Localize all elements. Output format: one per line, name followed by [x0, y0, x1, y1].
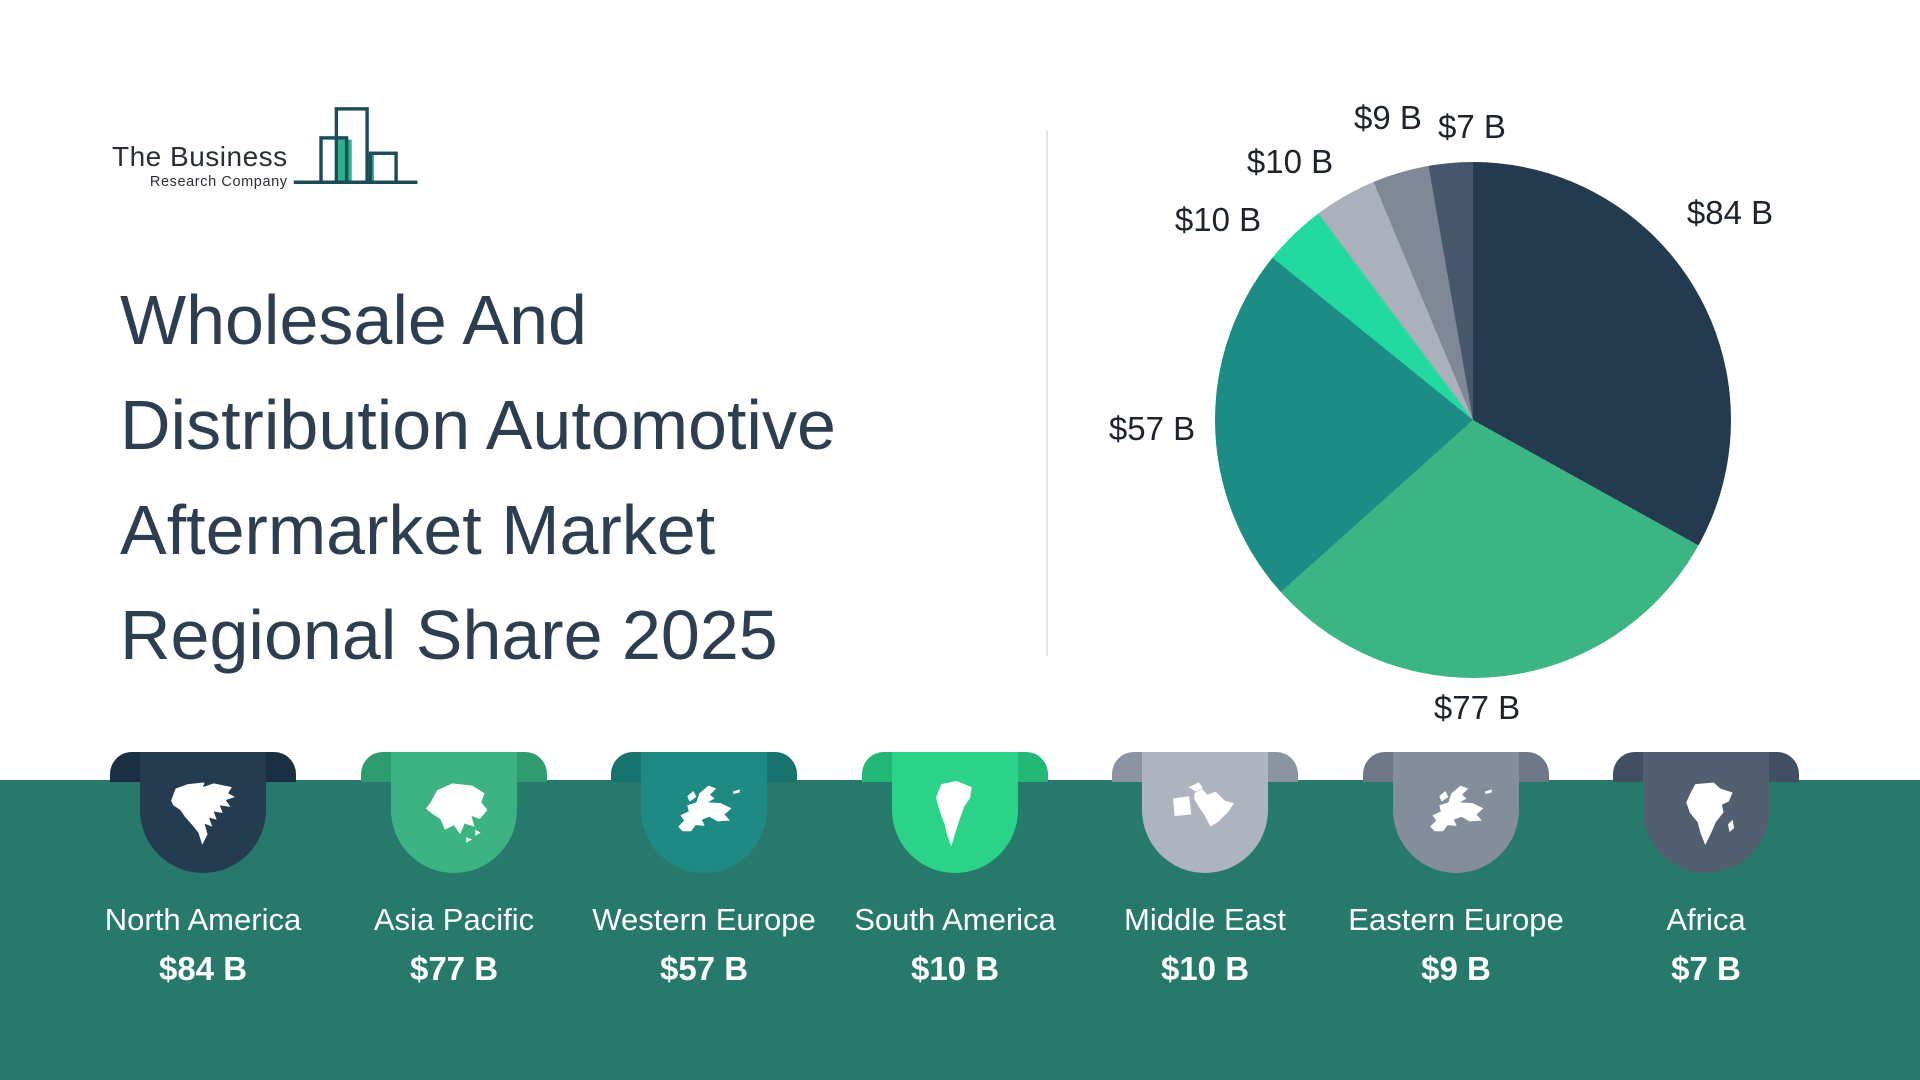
ribbon-shield-middle-east	[1142, 752, 1268, 873]
logo-bar-chart-icon	[293, 107, 418, 184]
region-name: Western Europe	[592, 902, 816, 937]
ribbon-shield-africa	[1643, 752, 1769, 873]
infographic-title: Wholesale And Distribution Automotive Afte…	[120, 268, 980, 688]
region-value: $10 B	[910, 950, 1000, 987]
middle-east-icon	[1173, 782, 1234, 827]
region-card-south-america: South America $10 B	[830, 752, 1080, 1052]
region-name: North America	[104, 902, 302, 937]
region-name: Asia Pacific	[373, 902, 535, 937]
pie-slice-label-north-america: $84 B	[1686, 194, 1774, 231]
north-america-icon	[171, 782, 235, 845]
logo-text-secondary: Research Company	[149, 174, 288, 190]
eastern-europe-icon	[1430, 785, 1492, 832]
region-card-eastern-europe: Eastern Europe $9 B	[1331, 752, 1581, 1052]
region-card-africa: Africa $7 B	[1581, 752, 1831, 1052]
region-value: $10 B	[1160, 950, 1250, 987]
pie-slice-label-middle-east: $10 B	[1246, 143, 1334, 180]
region-name: Middle East	[1124, 902, 1286, 937]
south-america-icon	[936, 781, 972, 847]
region-name: Eastern Europe	[1348, 902, 1564, 937]
title-line-2: Distribution Automotive	[120, 386, 836, 464]
logo-text: The Business Research Company	[112, 141, 288, 192]
region-card-middle-east: Middle East $10 B	[1080, 752, 1330, 1052]
pie-slice-label-south-america: $10 B	[1174, 201, 1262, 238]
ribbon-shield-north-america	[140, 752, 266, 873]
region-value: $77 B	[409, 950, 499, 987]
pie-chart	[1215, 162, 1731, 678]
region-value: $9 B	[1421, 950, 1491, 987]
pie-slice-label-africa: $7 B	[1438, 108, 1506, 145]
region-name: South America	[854, 902, 1056, 937]
region-name: Africa	[1666, 902, 1746, 937]
region-card-western-europe: Western Europe $57 B	[579, 752, 829, 1052]
pie-slice-label-asia-pacific: $77 B	[1433, 689, 1521, 726]
ribbon-shield-eastern-europe	[1393, 752, 1519, 873]
asia-pacific-icon	[425, 783, 488, 843]
region-value: $84 B	[158, 950, 248, 987]
region-card-asia-pacific: Asia Pacific $77 B	[329, 752, 579, 1052]
western-europe-icon	[678, 785, 740, 832]
pie-slice-label-eastern-europe: $9 B	[1354, 99, 1422, 136]
title-line-1: Wholesale And	[120, 281, 587, 359]
logo-text-primary: The Business	[112, 141, 288, 172]
title-line-3: Aftermarket Market	[120, 491, 716, 569]
region-card-north-america: North America $84 B	[78, 752, 328, 1052]
region-value: $57 B	[659, 950, 749, 987]
ribbon-shield-asia-pacific	[391, 752, 517, 873]
company-logo: The Business Research Company	[112, 100, 420, 192]
africa-icon	[1686, 782, 1735, 845]
section-divider	[1046, 131, 1048, 656]
region-value: $7 B	[1671, 950, 1741, 987]
pie-slice-label-western-europe: $57 B	[1108, 410, 1196, 447]
title-line-4: Regional Share 2025	[120, 596, 778, 674]
ribbon-shield-south-america	[892, 752, 1018, 873]
ribbon-shield-western-europe	[641, 752, 767, 873]
